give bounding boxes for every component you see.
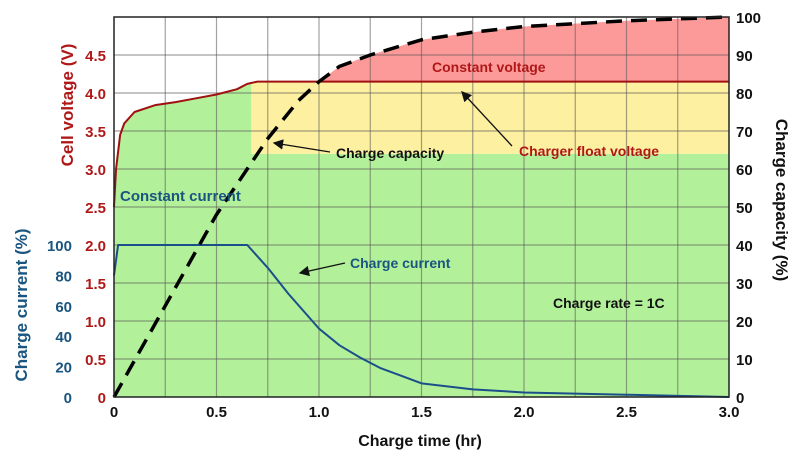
annotation-charger-float-voltage: Charger float voltage (519, 143, 659, 159)
current-tick-label: 60 (55, 299, 72, 316)
capacity-tick-label: 10 (736, 352, 753, 369)
capacity-tick-label: 20 (736, 314, 753, 331)
cell-voltage-line (113, 80, 729, 208)
annotation-charge-rate: Charge rate = 1C (553, 295, 665, 311)
charge-current-line (113, 244, 730, 398)
x-tick-label: 2.0 (514, 404, 535, 421)
voltage-tick-label: 4.5 (85, 48, 106, 65)
capacity-tick-label: 80 (736, 86, 753, 103)
x-tick-label: 0.5 (206, 404, 227, 421)
annotation-constant-voltage: Constant voltage (432, 59, 546, 75)
capacity-tick-label: 50 (736, 200, 753, 217)
annotation-charge-current: Charge current (350, 255, 451, 271)
current-tick-label: 20 (55, 360, 72, 377)
arrow-charge-current (298, 262, 346, 277)
capacity-tick-label: 0 (736, 390, 744, 407)
grid (114, 17, 729, 397)
current-axis-label: Charge current (%) (12, 228, 31, 381)
voltage-axis-label: Cell voltage (V) (58, 44, 77, 167)
x-axis-label: Charge time (hr) (358, 433, 482, 450)
arrow-charge-capacity (272, 139, 331, 153)
plot-frame (113, 16, 730, 398)
voltage-tick-label: 2.5 (85, 200, 106, 217)
capacity-tick-label: 40 (736, 238, 753, 255)
voltage-tick-label: 1.0 (85, 314, 106, 331)
x-tick-label: 3.0 (719, 404, 740, 421)
capacity-axis-label: Charge capacity (%) (772, 119, 791, 282)
capacity-tick-label: 100 (736, 10, 761, 27)
current-tick-label: 100 (47, 238, 72, 255)
voltage-tick-label: 2.0 (85, 238, 106, 255)
capacity-tick-label: 30 (736, 276, 753, 293)
voltage-tick-label: 4.0 (85, 86, 106, 103)
x-tick-label: 1.5 (411, 404, 432, 421)
capacity-tick-label: 70 (736, 124, 753, 141)
voltage-tick-label: 0 (98, 390, 106, 407)
annotation-constant-current: Constant current (120, 188, 241, 205)
voltage-tick-label: 3.5 (85, 124, 106, 141)
float-region (251, 81, 729, 154)
voltage-tick-label: 3.0 (85, 162, 106, 179)
current-tick-label: 80 (55, 268, 72, 285)
voltage-tick-label: 0.5 (85, 352, 106, 369)
x-tick-label: 0 (110, 404, 118, 421)
capacity-tick-label: 90 (736, 48, 753, 65)
annotation-charge-capacity: Charge capacity (336, 145, 444, 161)
x-tick-label: 1.0 (309, 404, 330, 421)
arrow-float-voltage (461, 91, 513, 147)
current-tick-label: 40 (55, 329, 72, 346)
charge-capacity-line (112, 15, 730, 398)
capacity-tick-label: 60 (736, 162, 753, 179)
voltage-tick-label: 1.5 (85, 276, 106, 293)
x-tick-label: 2.5 (616, 404, 637, 421)
current-tick-label: 0 (64, 390, 72, 407)
